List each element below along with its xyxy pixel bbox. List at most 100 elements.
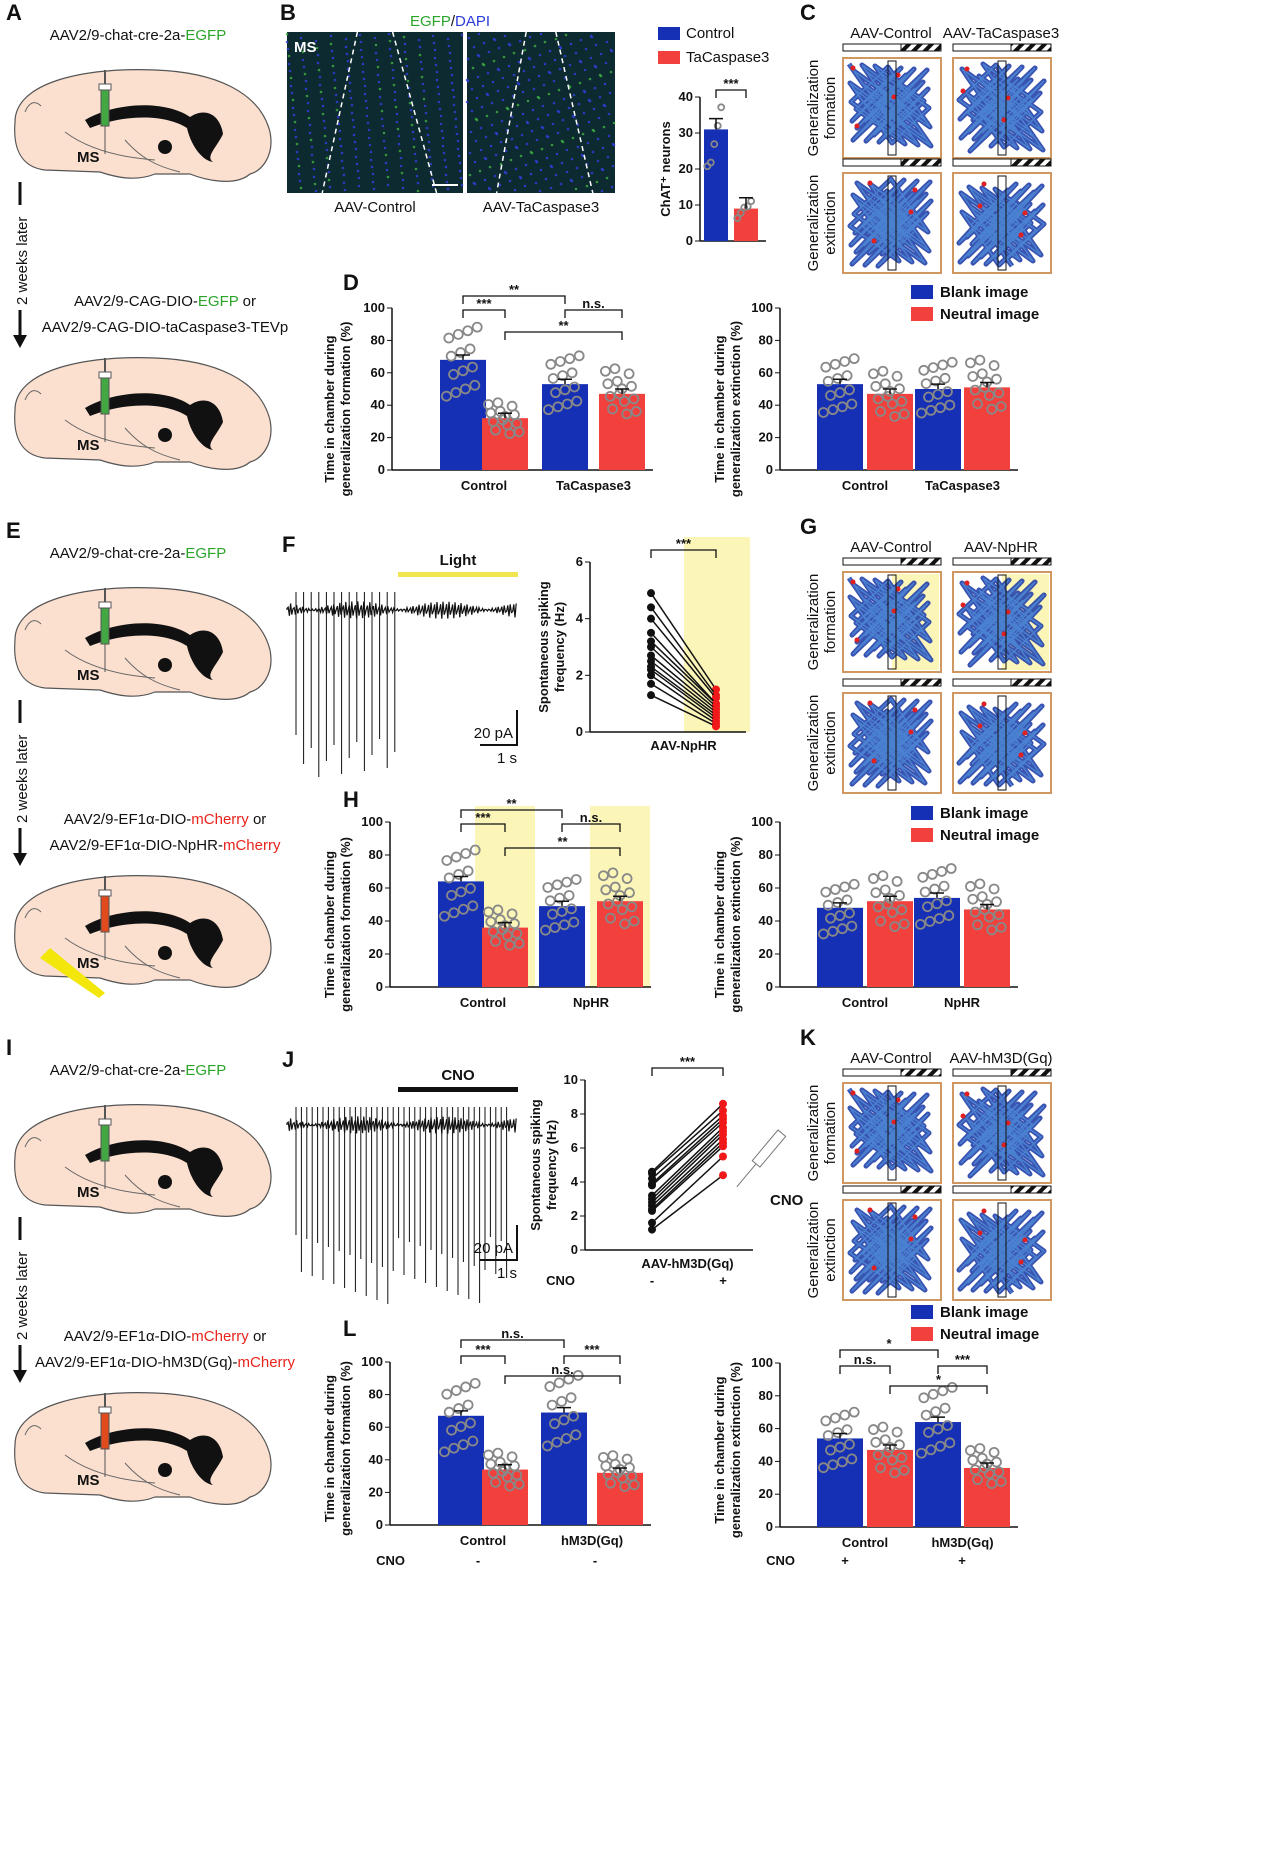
fiber-tract <box>64 1166 181 1208</box>
significance-label: ** <box>557 834 568 849</box>
data-point <box>490 935 501 947</box>
olfactory-outline <box>24 1425 42 1436</box>
x-group-label: hM3D(Gq) <box>931 1535 993 1550</box>
data-point <box>736 208 745 217</box>
data-point <box>554 892 566 904</box>
significance-label: n.s. <box>551 1362 573 1377</box>
paired-line <box>650 674 717 722</box>
data-point <box>972 919 983 931</box>
data-point <box>834 387 846 399</box>
data-point <box>556 906 568 917</box>
y-tick-label: 40 <box>371 397 385 412</box>
region-label: MS <box>77 955 100 972</box>
data-point <box>832 373 844 384</box>
bar <box>867 393 913 470</box>
region-label: MS <box>77 149 100 166</box>
virus-label: AAV2/9-chat-cre-2a-EGFP <box>50 1062 226 1079</box>
y-tick-label: 0 <box>376 1517 383 1532</box>
brain-diagram-1: MS <box>14 587 272 700</box>
data-point <box>820 361 832 373</box>
data-point-before <box>648 1181 656 1190</box>
significance-label: ** <box>509 282 520 297</box>
y-axis-label: ChAT⁺ neurons <box>658 121 673 216</box>
region-label: MS <box>77 437 100 454</box>
fiber-tract <box>64 649 181 691</box>
paired-line <box>650 654 717 710</box>
data-point <box>884 892 896 904</box>
data-point <box>918 1392 930 1404</box>
data-point <box>568 916 580 928</box>
data-point <box>460 848 472 859</box>
data-point <box>967 371 979 382</box>
data-point <box>448 368 459 380</box>
data-point <box>918 364 930 376</box>
syringe-icon <box>98 588 112 672</box>
paired-line <box>651 1155 724 1224</box>
data-point <box>540 924 551 936</box>
y-tick-label: 40 <box>759 397 773 412</box>
significance-label: *** <box>475 1342 491 1357</box>
tracking-heatmap <box>842 158 942 274</box>
significance-bracket <box>839 1365 891 1374</box>
data-point <box>485 1458 497 1470</box>
data-point <box>988 883 1000 895</box>
data-point <box>598 1451 609 1463</box>
significance-bracket <box>504 1375 621 1384</box>
data-point <box>886 398 898 410</box>
cno-condition: - <box>476 1553 480 1568</box>
y-tick-label: 60 <box>759 365 773 380</box>
bar <box>597 901 643 987</box>
fiber-tract <box>64 1454 181 1496</box>
data-point <box>443 332 455 344</box>
arrow-down-icon <box>13 1370 27 1383</box>
data-point <box>628 393 640 405</box>
y-axis-label: Spontaneous spikingfrequency (Hz) <box>528 1099 559 1231</box>
data-point <box>513 1478 525 1490</box>
row-label: Generalizationformation <box>805 574 839 671</box>
data-point <box>544 1381 556 1392</box>
data-point-before <box>647 614 655 623</box>
y-tick-label: 0 <box>766 979 773 994</box>
data-point <box>882 1447 894 1458</box>
data-point <box>872 901 884 913</box>
data-point <box>924 916 936 927</box>
bar <box>914 897 960 987</box>
x-group-label: Control <box>460 995 506 1010</box>
error-bar <box>615 388 629 394</box>
arrow-down-icon <box>13 853 27 866</box>
brain-outline <box>14 1104 272 1217</box>
significance-bracket <box>564 309 623 318</box>
row-label: Generalizationextinction <box>805 1202 839 1299</box>
syringe-label: CNO <box>770 1192 804 1209</box>
data-point <box>986 403 998 415</box>
cno-condition: + <box>841 1553 849 1568</box>
bar <box>817 384 863 470</box>
data-point <box>542 1440 553 1452</box>
data-point <box>441 855 453 866</box>
paired-line <box>651 1121 724 1186</box>
column-title: AAV-Control <box>850 1050 931 1067</box>
olfactory-outline <box>24 102 42 113</box>
tracking-heatmap <box>842 557 942 673</box>
x-group-label: NpHR <box>944 995 981 1010</box>
paired-line <box>650 618 717 699</box>
data-point <box>453 869 465 880</box>
brain-nucleus <box>158 428 172 442</box>
data-point <box>937 359 949 371</box>
y-tick-label: 4 <box>571 1174 579 1189</box>
chart-J-pair: 0 2 4 6 8 10 Spontaneous spikingfrequency (Hz)… <box>528 1054 753 1288</box>
fiber-tract <box>64 131 181 173</box>
data-point <box>607 403 618 415</box>
data-point <box>445 350 457 362</box>
data-point <box>706 158 715 167</box>
y-tick-label: 80 <box>369 1387 383 1402</box>
data-point <box>923 1427 934 1438</box>
data-point <box>506 908 518 920</box>
data-point-before <box>647 679 655 688</box>
data-point <box>618 395 630 407</box>
data-point <box>891 370 903 382</box>
data-point <box>556 1395 568 1407</box>
data-point <box>983 390 995 401</box>
data-point <box>619 918 631 930</box>
brain-diagram-1: MS <box>14 69 272 182</box>
